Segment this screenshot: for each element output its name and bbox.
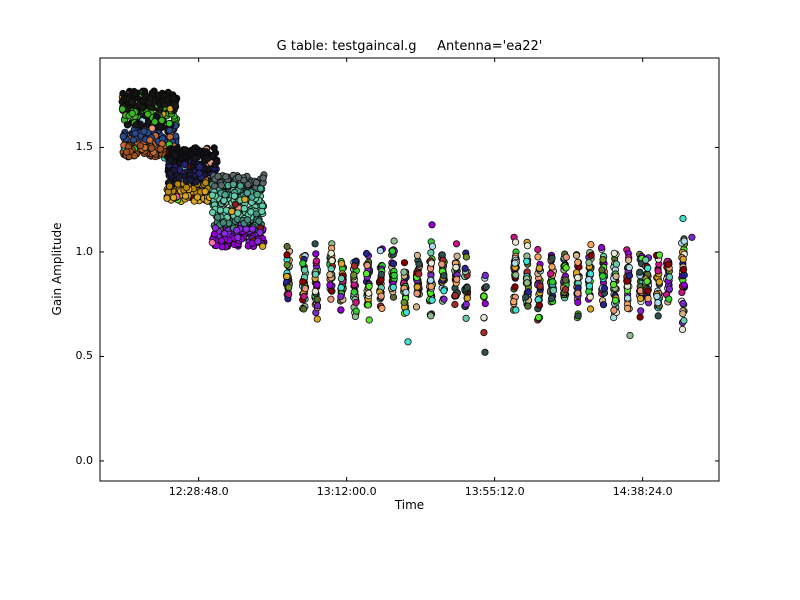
y-axis-label: Gain Amplitude bbox=[50, 222, 64, 316]
x-tick-label: 13:55:12.0 bbox=[464, 485, 525, 498]
scatter-points bbox=[118, 87, 696, 356]
plot-frame bbox=[99, 57, 720, 482]
y-tick-label: 1.0 bbox=[75, 244, 94, 258]
x-tick-label: 12:28:48.0 bbox=[168, 485, 229, 498]
y-tick-label: 1.5 bbox=[75, 140, 94, 154]
plot-title: G table: testgaincal.g Antenna='ea22' bbox=[276, 39, 543, 54]
axis-ticks bbox=[100, 58, 719, 481]
y-tick-label: 0.5 bbox=[75, 349, 94, 363]
x-tick-label: 13:12:00.0 bbox=[316, 485, 377, 498]
y-tick-label: 0.0 bbox=[75, 453, 94, 467]
x-tick-label: 14:38:24.0 bbox=[612, 485, 673, 498]
x-axis-label: Time bbox=[394, 498, 425, 512]
